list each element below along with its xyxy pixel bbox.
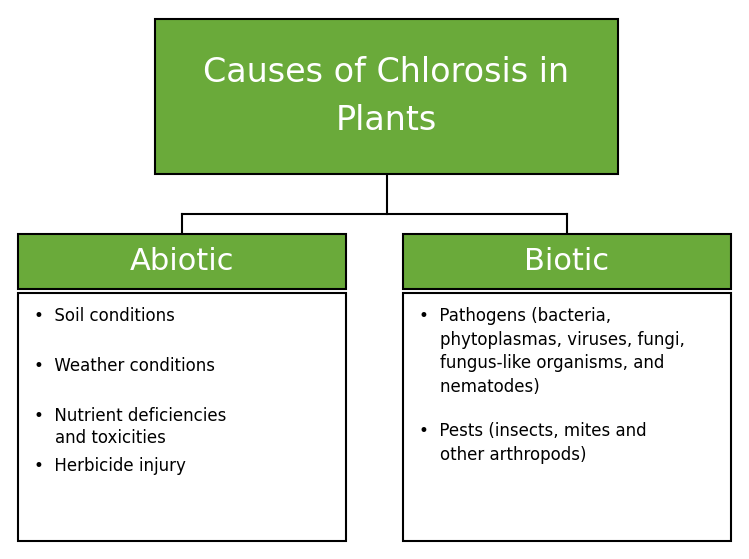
Text: •  Weather conditions: • Weather conditions — [34, 357, 215, 375]
Text: •  Pests (insects, mites and
    other arthropods): • Pests (insects, mites and other arthro… — [419, 422, 646, 463]
Text: Biotic: Biotic — [524, 247, 610, 276]
FancyBboxPatch shape — [403, 234, 731, 289]
Text: Abiotic: Abiotic — [130, 247, 234, 276]
FancyBboxPatch shape — [403, 293, 731, 541]
Text: •  Pathogens (bacteria,
    phytoplasmas, viruses, fungi,
    fungus-like organi: • Pathogens (bacteria, phytoplasmas, vir… — [419, 307, 685, 396]
FancyBboxPatch shape — [155, 19, 618, 174]
Text: •  Soil conditions: • Soil conditions — [34, 307, 175, 325]
FancyBboxPatch shape — [18, 234, 346, 289]
Text: •  Nutrient deficiencies
    and toxicities: • Nutrient deficiencies and toxicities — [34, 407, 226, 447]
FancyBboxPatch shape — [18, 293, 346, 541]
Text: Causes of Chlorosis in
Plants: Causes of Chlorosis in Plants — [204, 56, 569, 138]
Text: •  Herbicide injury: • Herbicide injury — [34, 457, 186, 475]
